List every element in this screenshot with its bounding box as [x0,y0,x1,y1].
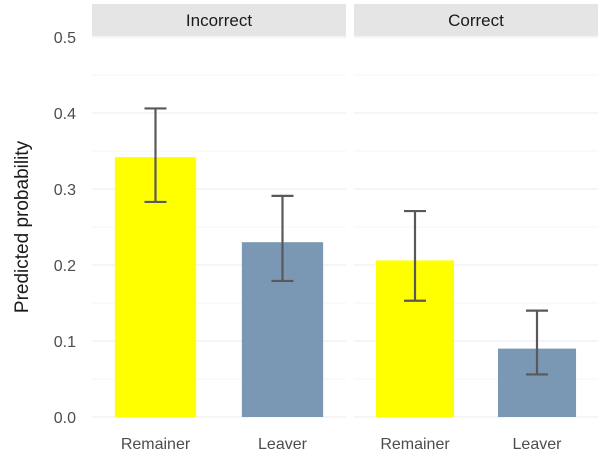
y-tick-label: 0.2 [54,258,76,275]
y-tick-label: 0.1 [54,334,76,351]
facet-strip-label: Incorrect [186,11,252,30]
x-tick-label: Leaver [258,436,308,453]
x-tick-label: Leaver [513,436,563,453]
y-axis-ticks: 0.0 0.1 0.2 0.3 0.4 0.5 [54,30,76,427]
facet-panel-correct: Correct Remainer Leaver [354,4,598,453]
y-axis-title: Predicted probability [12,140,33,313]
error-bar [526,309,548,376]
facet-panel-incorrect: Incorrect Remainer Leaver [92,4,346,453]
x-tick-label: Remainer [380,436,450,453]
facet-strip [354,4,598,36]
error-bar [271,194,294,283]
facet-strip [92,4,346,36]
y-tick-label: 0.5 [54,30,76,47]
y-tick-label: 0.0 [54,410,76,427]
y-tick-label: 0.4 [54,106,76,123]
error-bar [144,107,167,204]
x-tick-label: Remainer [121,436,191,453]
facet-panels: Incorrect Remainer Leaver Correct Remainer Le… [92,4,598,453]
facet-strip-label: Correct [448,11,504,30]
y-tick-label: 0.3 [54,182,76,199]
error-bar [404,209,426,302]
